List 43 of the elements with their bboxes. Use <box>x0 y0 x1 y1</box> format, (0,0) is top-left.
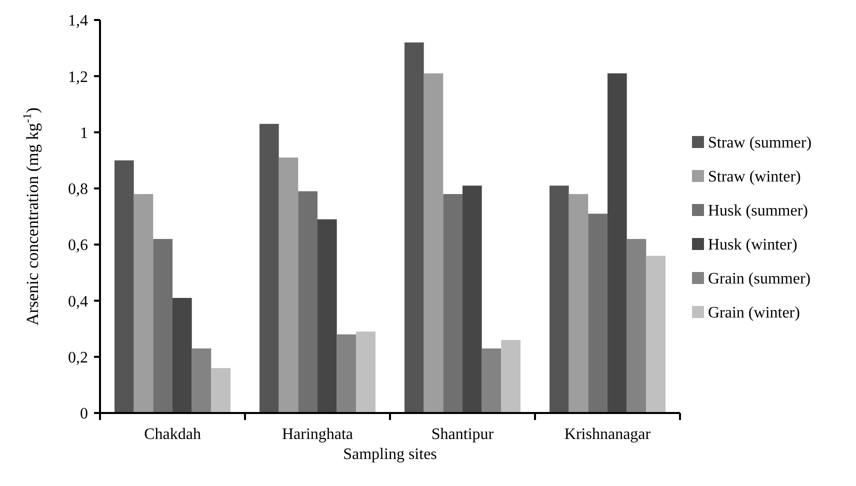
legend-label: Straw (winter) <box>708 168 801 186</box>
legend-label: Husk (winter) <box>708 236 798 254</box>
legend-label: Husk (summer) <box>708 202 808 220</box>
y-tick-label: 0,6 <box>68 237 88 254</box>
x-tick-label: Haringhata <box>282 426 354 443</box>
x-tick-label: Chakdah <box>144 426 201 443</box>
x-axis-title: Sampling sites <box>343 446 437 463</box>
bar <box>153 238 172 413</box>
legend-label: Grain (summer) <box>708 270 811 288</box>
bar <box>192 348 212 413</box>
y-tick-label: 1,4 <box>68 12 88 30</box>
bar <box>482 348 502 413</box>
bar <box>608 73 627 413</box>
bar <box>626 238 646 413</box>
y-tick-label: 1,2 <box>68 68 88 86</box>
bar <box>278 158 298 413</box>
bar <box>336 334 356 413</box>
bar <box>462 186 482 413</box>
bar <box>318 219 337 413</box>
x-tick-label: Shantipur <box>431 426 494 443</box>
bar <box>646 256 666 413</box>
bar <box>443 194 462 413</box>
bar <box>550 186 569 413</box>
bar <box>568 194 588 413</box>
bar <box>298 191 318 413</box>
y-tick-label: 0,2 <box>68 349 88 366</box>
bar <box>424 73 444 413</box>
bar <box>356 332 376 413</box>
y-tick-label: 1 <box>80 124 88 142</box>
bar <box>211 368 230 413</box>
legend-label: Grain (winter) <box>708 304 800 322</box>
bar <box>172 298 192 413</box>
legend-label: Straw (summer) <box>708 134 812 152</box>
y-tick-label: 0,8 <box>68 181 88 198</box>
x-tick-label: Krishnanagar <box>564 426 652 443</box>
bar <box>134 194 154 413</box>
bar <box>260 124 279 413</box>
y-tick-label: 0 <box>80 406 88 423</box>
bar <box>404 42 424 413</box>
y-tick-label: 0,4 <box>68 293 88 310</box>
bar <box>114 160 134 413</box>
bar <box>501 340 520 413</box>
bar <box>588 214 608 413</box>
